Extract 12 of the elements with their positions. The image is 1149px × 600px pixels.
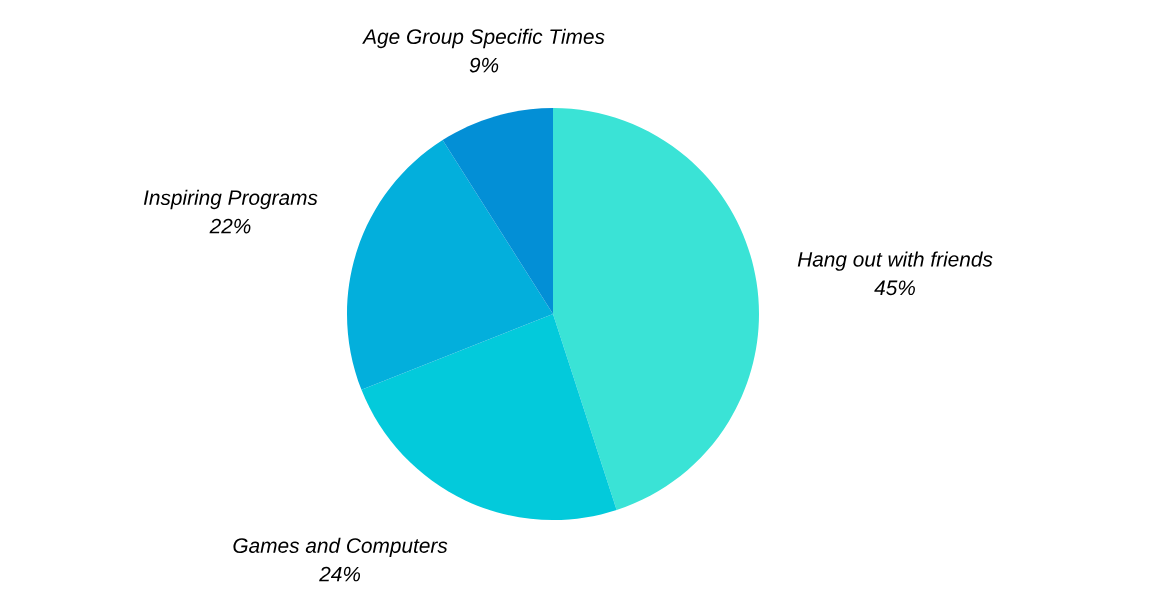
data-label: 24% — [319, 566, 361, 582]
slice-label: Inspiring Programs — [143, 189, 318, 210]
data-label: 9% — [469, 57, 499, 73]
slice-label: Age Group Specific Times — [362, 28, 605, 49]
pie-slice — [553, 108, 759, 510]
data-label: 22% — [209, 218, 251, 234]
pie-slice — [347, 140, 553, 390]
pie-slice — [361, 314, 617, 520]
slice-label: Games and Computers — [233, 537, 448, 558]
data-label: 45% — [874, 280, 915, 296]
slice-label: Hang out with friends — [797, 251, 993, 271]
pie-slice — [442, 108, 553, 314]
